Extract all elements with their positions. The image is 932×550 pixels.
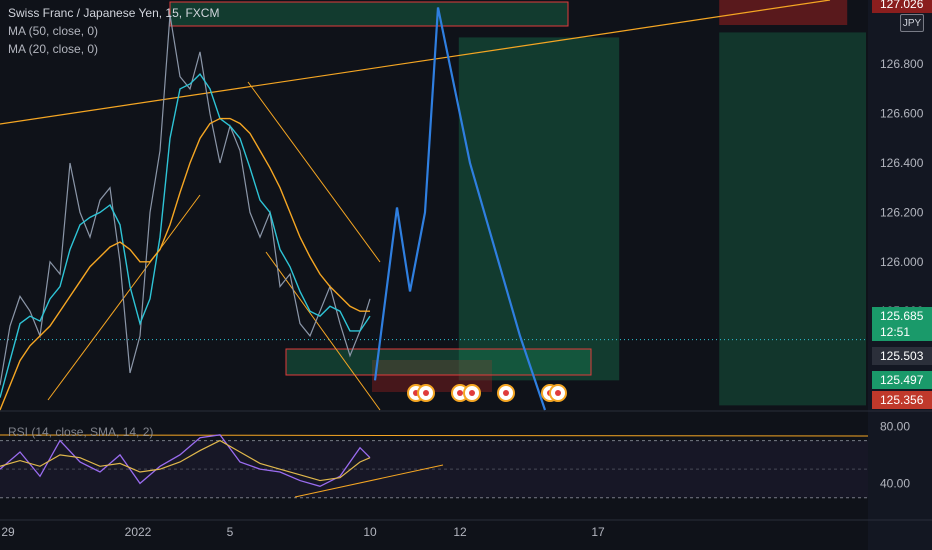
ma20-series-line — [0, 73, 371, 398]
price-series-line — [0, 14, 371, 386]
projection-path — [373, 7, 547, 411]
ma50-series-line — [0, 117, 370, 411]
current-price-badge-text: 125.685 — [880, 309, 924, 323]
price-tick-label: 126.000 — [880, 255, 924, 269]
entry-badge-text: 125.497 — [880, 373, 924, 387]
price-tick-label: 126.800 — [880, 57, 924, 71]
time-tick-label: 29 — [1, 525, 15, 539]
ma20-label[interactable]: MA (20, close, 0) — [8, 42, 99, 56]
time-tick-label: 12 — [453, 525, 467, 539]
time-tick-label: 2022 — [125, 525, 152, 539]
rsi-tick-label: 80.00 — [880, 419, 910, 433]
rsi-tick-label: 40.00 — [880, 476, 910, 490]
long-trendline — [0, 0, 831, 125]
price-tick-label: 126.200 — [880, 205, 924, 219]
rsi-legend-label[interactable]: RSI (14, close, SMA, 14, 2) — [8, 425, 154, 439]
rsi-line — [0, 434, 371, 487]
currency-badge[interactable]: JPY — [900, 14, 924, 32]
stop-zone-top — [719, 0, 848, 25]
time-tick-label: 17 — [591, 525, 605, 539]
price-tick-label: 126.600 — [880, 107, 924, 121]
event-marker-dot — [503, 390, 509, 396]
entry-badge[interactable] — [872, 371, 932, 389]
rsi-support-line — [294, 464, 444, 498]
time-tick-label: 5 — [227, 525, 234, 539]
support-zone — [285, 348, 592, 376]
target-zone-right — [719, 32, 866, 406]
rising-trendline — [47, 194, 201, 401]
bottom-level-badge[interactable] — [872, 391, 932, 409]
price-tick-label: 126.400 — [880, 156, 924, 170]
current-price-badge[interactable] — [872, 307, 932, 341]
price-axis-panel — [868, 0, 932, 550]
chart-legend: Swiss Franc / Japanese Yen, 15, FXCM MA … — [8, 4, 219, 58]
time-tick-label: 10 — [363, 525, 377, 539]
resistance-zone — [169, 1, 569, 27]
rsi-ma-line — [0, 439, 371, 482]
event-marker-dot — [457, 390, 463, 396]
top-level-badge-text: 127.026 — [880, 0, 924, 11]
channel-upper-line — [247, 81, 381, 263]
symbol-title[interactable]: Swiss Franc / Japanese Yen, 15, FXCM — [8, 6, 220, 20]
stop-badge[interactable] — [872, 347, 932, 365]
channel-lower-line — [265, 251, 381, 411]
event-marker-dot — [469, 390, 475, 396]
top-level-badge[interactable] — [872, 0, 932, 13]
rsi-resistance-line — [0, 434, 869, 437]
bottom-level-badge-text: 125.356 — [880, 393, 924, 407]
stop-badge-text: 125.503 — [880, 349, 924, 363]
event-marker-dot — [555, 390, 561, 396]
current-price-badge-time: 12:51 — [880, 325, 910, 339]
ma50-label[interactable]: MA (50, close, 0) — [8, 24, 99, 38]
event-marker-dot — [423, 390, 429, 396]
target-zone-left — [458, 37, 620, 381]
